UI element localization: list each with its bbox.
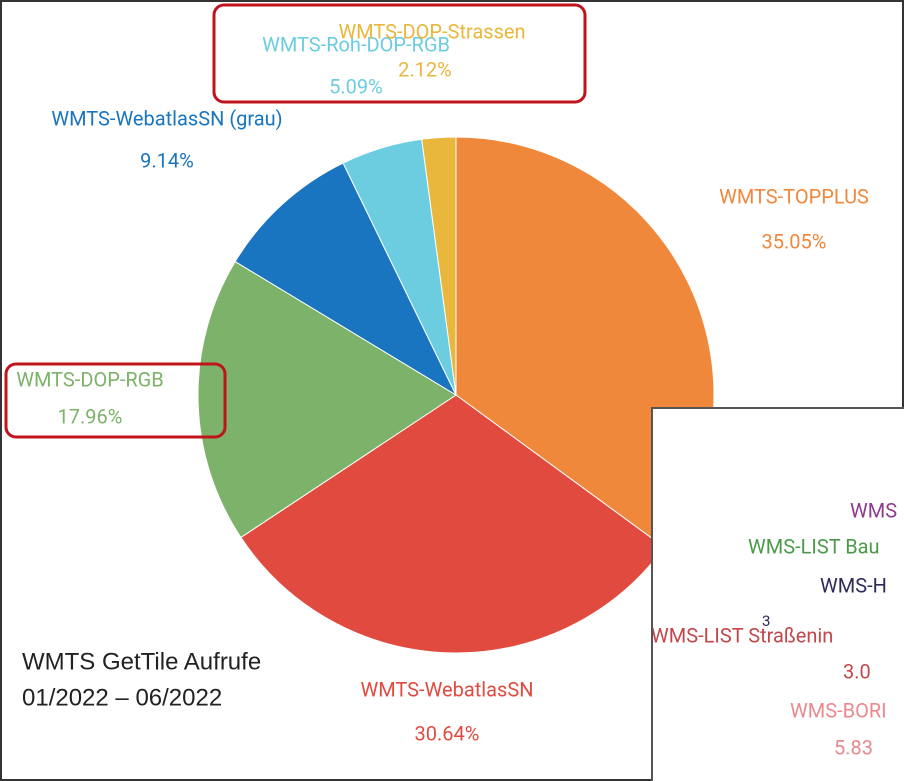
slice xyxy=(421,136,457,396)
inset-label: WMS xyxy=(850,498,897,522)
slice-value: 17.96% xyxy=(58,404,123,428)
inset-label: WMS-H xyxy=(820,573,887,597)
inset-label: 5.83 xyxy=(834,735,873,759)
annotation: WMTS GetTile Aufrufe xyxy=(22,648,261,675)
inset-panel xyxy=(651,407,904,781)
inset-label: WMS-LIST Bau xyxy=(748,534,880,558)
inset-label: 3.0 xyxy=(843,659,871,683)
annotation: 01/2022 – 06/2022 xyxy=(22,684,222,711)
slice-value: 9.14% xyxy=(140,148,194,172)
highlight-box xyxy=(4,362,227,439)
slice-value: 30.64% xyxy=(415,721,480,745)
pie xyxy=(197,136,715,654)
slice-name: WMTS-DOP-RGB xyxy=(16,367,164,391)
slice xyxy=(234,162,458,397)
slice xyxy=(197,260,457,539)
slice-value: 5.09% xyxy=(329,74,383,98)
inset-label: 3 xyxy=(762,612,770,630)
slice-name: WMTS-DOP-Strassen xyxy=(338,19,525,43)
highlight-box xyxy=(212,3,587,104)
slice-name: WMTS-WebatlasSN (grau) xyxy=(51,106,282,130)
slice-value: 2.12% xyxy=(398,57,452,81)
inset-label: WMS-BORI xyxy=(790,698,887,722)
slice-name: WMTS-TOPPLUS xyxy=(719,184,869,208)
inset-label: WMS-LIST Straßenin xyxy=(651,623,833,647)
slice-name: WMTS-Roh-DOP-RGB xyxy=(262,32,450,56)
slice xyxy=(240,394,665,654)
slice-labels: WMTS-TOPPLUS 35.05% WMTS-WebatlasSN 30.64% W… xyxy=(16,19,869,745)
slice-name: WMTS-WebatlasSN xyxy=(360,677,533,701)
slice-value: 35.05% xyxy=(762,229,827,253)
